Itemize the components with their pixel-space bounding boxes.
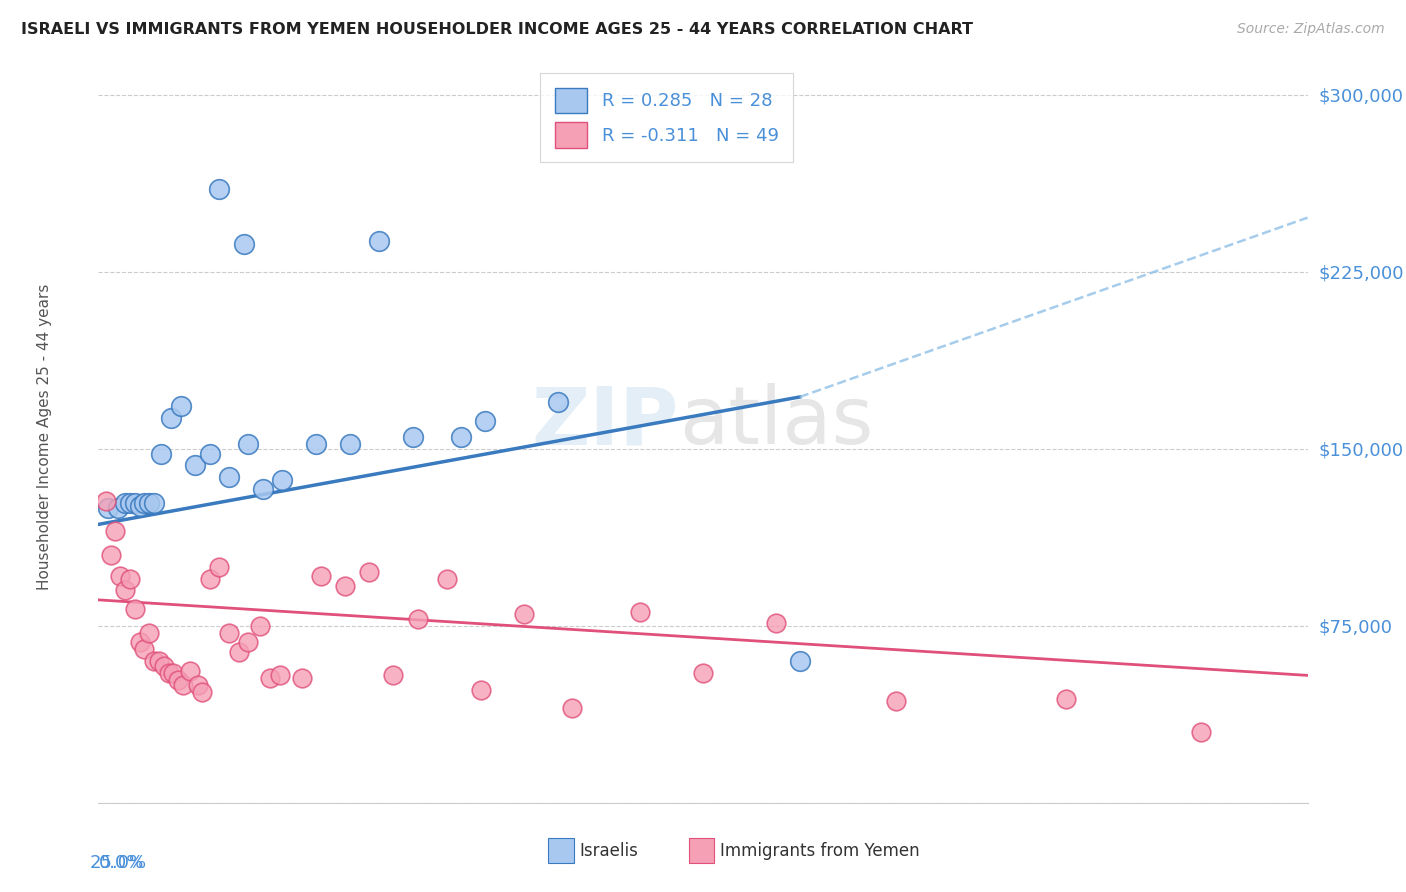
Point	[152, 659, 174, 673]
Point	[249, 619, 271, 633]
Point	[238, 635, 260, 649]
Point	[218, 470, 240, 484]
Point	[108, 569, 131, 583]
Point	[124, 496, 146, 510]
Point	[128, 499, 150, 513]
Point	[561, 701, 583, 715]
Point	[218, 626, 240, 640]
Point	[134, 642, 156, 657]
Point	[1054, 692, 1077, 706]
Point	[114, 496, 136, 510]
Point	[232, 236, 254, 251]
Text: 25.0%: 25.0%	[90, 854, 146, 872]
Text: Householder Income Ages 25 - 44 years: Householder Income Ages 25 - 44 years	[37, 284, 52, 591]
Point	[124, 602, 146, 616]
Point	[143, 654, 166, 668]
Point	[143, 496, 166, 510]
Point	[198, 447, 221, 461]
Point	[97, 500, 120, 515]
Point	[148, 654, 170, 668]
Point	[269, 668, 291, 682]
Point	[789, 654, 811, 668]
Text: Immigrants from Yemen: Immigrants from Yemen	[720, 842, 920, 860]
Point	[470, 682, 492, 697]
Point	[179, 664, 201, 678]
Point	[252, 482, 274, 496]
Point	[169, 400, 191, 414]
Point	[474, 413, 496, 427]
Point	[406, 612, 429, 626]
Point	[339, 437, 361, 451]
Point	[134, 496, 156, 510]
Point	[208, 182, 231, 196]
Point	[187, 678, 209, 692]
Point	[184, 458, 207, 473]
Point	[191, 685, 214, 699]
Point	[157, 666, 180, 681]
Point	[290, 671, 312, 685]
Point	[547, 394, 569, 409]
Point	[450, 430, 472, 444]
Point	[94, 493, 117, 508]
Point	[309, 569, 332, 583]
Point	[160, 411, 183, 425]
Point	[118, 572, 141, 586]
Point	[1189, 725, 1212, 739]
Point	[305, 437, 328, 451]
Point	[765, 616, 787, 631]
Point	[172, 678, 194, 692]
Text: ISRAELI VS IMMIGRANTS FROM YEMEN HOUSEHOLDER INCOME AGES 25 - 44 YEARS CORRELATI: ISRAELI VS IMMIGRANTS FROM YEMEN HOUSEHO…	[21, 22, 973, 37]
Point	[628, 605, 651, 619]
Point	[100, 548, 122, 562]
Point	[513, 607, 536, 621]
Point	[228, 645, 250, 659]
Point	[138, 626, 160, 640]
Point	[128, 635, 150, 649]
Point	[107, 500, 129, 515]
Legend: R = 0.285   N = 28, R = -0.311   N = 49: R = 0.285 N = 28, R = -0.311 N = 49	[540, 73, 793, 162]
Point	[114, 583, 136, 598]
Point	[138, 496, 160, 510]
Point	[167, 673, 190, 687]
Point	[118, 496, 141, 510]
Point	[238, 437, 260, 451]
Point	[150, 447, 173, 461]
Point	[208, 559, 231, 574]
Point	[104, 524, 127, 539]
Point	[259, 671, 281, 685]
Point	[402, 430, 425, 444]
Text: ZIP: ZIP	[531, 384, 679, 461]
Point	[359, 565, 381, 579]
Point	[368, 234, 391, 248]
Point	[162, 666, 184, 681]
Point	[333, 579, 356, 593]
Point	[271, 473, 294, 487]
Point	[886, 694, 908, 708]
Text: 0.0%: 0.0%	[98, 854, 143, 872]
Text: Source: ZipAtlas.com: Source: ZipAtlas.com	[1237, 22, 1385, 37]
Point	[382, 668, 405, 682]
Text: Israelis: Israelis	[579, 842, 638, 860]
Text: atlas: atlas	[679, 384, 873, 461]
Point	[436, 572, 458, 586]
Point	[198, 572, 221, 586]
Point	[692, 666, 714, 681]
